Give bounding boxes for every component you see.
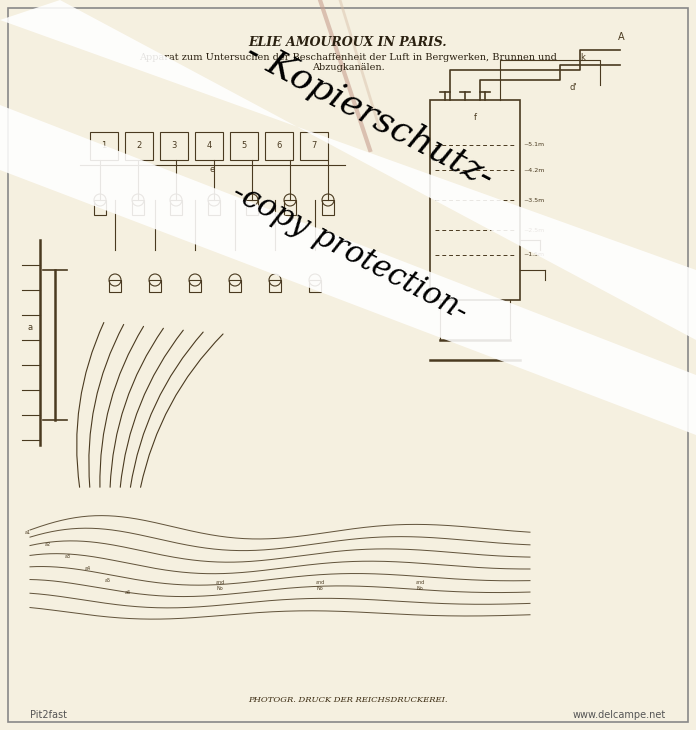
Bar (284, 200, 296, 215)
Text: ~2.5m: ~2.5m (523, 228, 544, 232)
Bar (229, 280, 241, 292)
Bar (246, 200, 258, 215)
Text: 2: 2 (136, 142, 141, 150)
Text: e: e (209, 165, 214, 174)
Text: 4: 4 (207, 142, 212, 150)
Bar (132, 200, 144, 215)
Text: and
No: and No (416, 580, 425, 591)
Bar (94, 200, 106, 215)
Text: 6: 6 (276, 142, 282, 150)
Text: and
No: and No (215, 580, 225, 591)
Text: 5: 5 (242, 142, 246, 150)
Text: a4: a4 (85, 566, 91, 571)
Text: ~1.5m: ~1.5m (523, 253, 544, 258)
Bar (300, 132, 328, 160)
Text: Apparat zum Untersuchen der Beschaffenheit der Luft in Bergwerken, Brunnen und: Apparat zum Untersuchen der Beschaffenhe… (139, 53, 557, 63)
Bar (109, 280, 121, 292)
Text: k: k (580, 53, 585, 62)
Bar (189, 280, 201, 292)
Text: d': d' (570, 83, 578, 92)
Bar (125, 132, 153, 160)
Bar (322, 200, 334, 215)
Text: a5: a5 (105, 578, 111, 583)
Text: A: A (618, 32, 624, 42)
Bar (430, 100, 520, 300)
Text: 1: 1 (102, 142, 106, 150)
Text: ELIE AMOUROUX IN PARIS.: ELIE AMOUROUX IN PARIS. (248, 36, 448, 48)
Bar (265, 132, 293, 160)
Bar (160, 132, 188, 160)
Bar (309, 280, 321, 292)
Text: a1: a1 (25, 530, 31, 535)
Text: a2: a2 (45, 542, 51, 547)
Text: 7: 7 (311, 142, 317, 150)
Text: ~3.5m: ~3.5m (523, 198, 544, 202)
Text: Abzugkanälen.: Abzugkanälen. (312, 64, 384, 72)
Text: PHOTOGR. DRUCK DER REICHSDRUCKEREI.: PHOTOGR. DRUCK DER REICHSDRUCKEREI. (248, 696, 448, 704)
Bar (269, 280, 281, 292)
Text: f: f (473, 113, 477, 122)
Text: a: a (27, 323, 33, 332)
Bar (90, 132, 118, 160)
Bar (170, 200, 182, 215)
Text: ~5.1m: ~5.1m (523, 142, 544, 147)
Bar (230, 132, 258, 160)
Text: a6: a6 (125, 590, 131, 595)
Text: ~4.2m: ~4.2m (523, 167, 544, 172)
Text: 3: 3 (171, 142, 177, 150)
Text: www.delcampe.net: www.delcampe.net (573, 710, 666, 720)
Bar (149, 280, 161, 292)
Bar (208, 200, 220, 215)
Text: Pit2fast: Pit2fast (30, 710, 67, 720)
Text: a3: a3 (65, 554, 71, 559)
Bar (195, 132, 223, 160)
Text: and
No: and No (315, 580, 324, 591)
